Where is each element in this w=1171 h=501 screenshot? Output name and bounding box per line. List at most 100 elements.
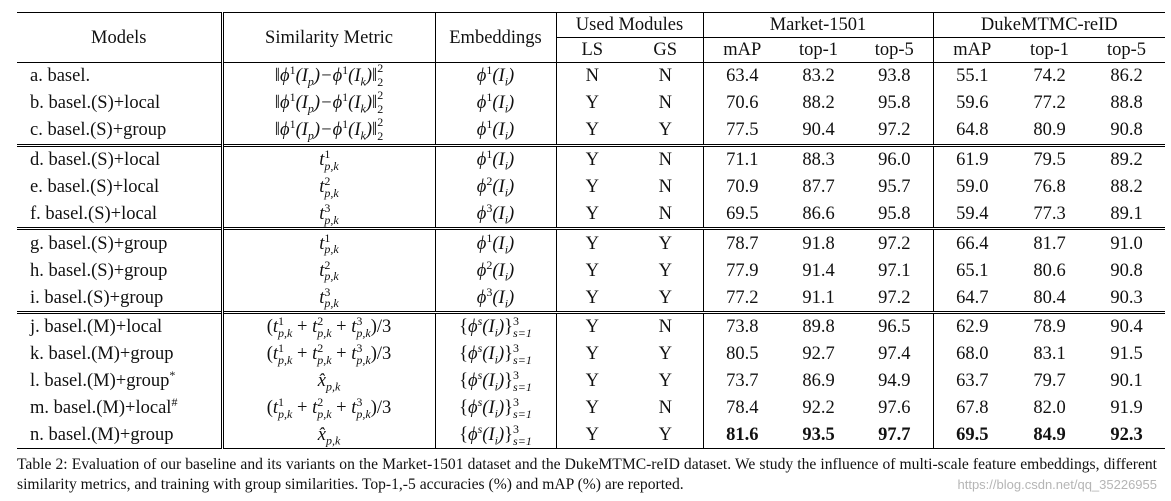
cell-market-top1: 92.2: [802, 398, 835, 419]
header-models: Models: [17, 12, 224, 63]
cell-model: d. basel.(S)+local: [17, 143, 224, 174]
cell-similarity-metric: (t1p,k + t2p,k + t3p,k)/3: [266, 394, 392, 421]
cell-similarity-metric: ‖ϕ1(Ip)−ϕ1(Ik)‖22: [274, 89, 384, 117]
cell-duke-top5: 86.2: [1110, 66, 1143, 87]
cell-similarity-metric: x̂p,k: [317, 371, 341, 394]
cell-model: h. basel.(S)+group: [17, 257, 224, 285]
cell-ls: Y: [555, 340, 628, 368]
cell-duke-top1: 79.5: [1011, 143, 1088, 174]
cell-gs: Y: [658, 371, 672, 392]
cell-duke-map: 64.8: [932, 116, 1011, 146]
cell-ls: Y: [555, 227, 628, 258]
cell-gs: Y: [658, 287, 672, 308]
table-row: i. basel.(S)+group t3p,k ϕ3(Ii) Y Y 77.2 91.1 9…: [17, 284, 1165, 313]
cell-embeddings: {ϕs(Ii)}3s=1: [434, 421, 556, 450]
cell-gs: Y: [628, 421, 703, 450]
cell-market-top1: 86.6: [802, 203, 835, 224]
cell-duke-map: 69.5: [932, 421, 1011, 450]
cell-duke-top5: 89.2: [1088, 143, 1166, 174]
cell-embeddings: ϕ2(Ii): [434, 173, 556, 201]
cell-similarity-metric: t1p,k: [222, 227, 435, 258]
cell-gs: Y: [658, 120, 672, 141]
cell-duke-top1: 77.2: [1033, 93, 1066, 114]
table-row: d. basel.(S)+local t1p,k ϕ1(Ii) Y N 71.1 88.3 9…: [17, 143, 1166, 174]
cell-gs: N: [658, 93, 672, 114]
cell-duke-map: 59.4: [932, 200, 1011, 229]
header-duke-top5: top-5: [1088, 37, 1166, 63]
cell-duke-top5: 91.0: [1088, 227, 1166, 258]
cell-ls: Y: [555, 116, 628, 146]
header-ls: LS: [555, 37, 628, 63]
cell-similarity-metric: t2p,k: [319, 257, 339, 284]
cell-duke-top1: 83.1: [1033, 344, 1066, 365]
cell-ls: N: [555, 62, 628, 90]
cell-market-map: 77.9: [702, 257, 781, 285]
cell-duke-top1: 79.7: [1033, 371, 1066, 392]
cell-ls: Y: [555, 367, 628, 395]
watermark: https://blog.csdn.net/qq_35226955: [957, 477, 1158, 492]
cell-gs: N: [658, 203, 672, 224]
cell-embeddings: ϕ1(Ii): [434, 89, 556, 117]
cell-market-map: 63.4: [702, 62, 781, 90]
cell-embeddings: ϕ1(Ii): [434, 227, 556, 258]
header-similarity-metric: Similarity Metric: [222, 12, 435, 63]
cell-duke-top5: 92.3: [1088, 421, 1166, 450]
cell-market-top5: 94.9: [878, 371, 911, 392]
cell-duke-top5: 88.2: [1110, 177, 1143, 197]
cell-ls: Y: [555, 257, 628, 285]
cell-market-top5: 95.8: [878, 93, 911, 114]
cell-duke-top5: 90.1: [1110, 371, 1143, 392]
cell-ls: Y: [555, 310, 628, 341]
cell-embeddings: ϕ1(Ii): [434, 143, 556, 174]
cell-duke-map: 61.9: [932, 143, 1011, 174]
header-embeddings: Embeddings: [434, 12, 556, 63]
cell-gs: N: [628, 143, 703, 174]
cell-market-top5: 97.2: [878, 287, 911, 308]
cell-gs: N: [658, 66, 672, 87]
cell-market-top1: 83.2: [802, 66, 835, 87]
cell-market-top5: 97.6: [878, 398, 911, 419]
cell-market-top1: 86.9: [802, 371, 835, 392]
cell-model: g. basel.(S)+group: [17, 227, 224, 258]
cell-market-top5: 93.8: [878, 66, 911, 87]
header-duke-map: mAP: [932, 37, 1011, 63]
cell-market-top5: 96.0: [856, 143, 933, 174]
cell-market-top5: 97.2: [856, 227, 933, 258]
cell-market-top1: 91.8: [781, 227, 856, 258]
cell-duke-top5: 89.1: [1110, 203, 1143, 224]
cell-duke-top1: 77.3: [1033, 203, 1066, 224]
cell-duke-top1: 82.0: [1033, 398, 1066, 419]
cell-duke-map: 62.9: [932, 310, 1011, 341]
cell-market-top1: 92.7: [802, 344, 835, 365]
results-table-container: Models Similarity Metric Embeddings Used…: [17, 12, 1166, 450]
cell-embeddings: {ϕs(Ii)}3s=1: [434, 394, 556, 422]
cell-market-top1: 89.8: [781, 310, 856, 341]
cell-market-map: 71.1: [702, 143, 781, 174]
table-row: c. basel.(S)+group ‖ϕ1(Ip)−ϕ1(Ik)‖22 ϕ1(Ii…: [17, 116, 1165, 146]
cell-model: m. basel.(M)+local#: [17, 394, 224, 422]
cell-market-map: 70.6: [702, 89, 781, 117]
cell-market-map: 77.2: [702, 284, 781, 313]
cell-duke-top1: 74.2: [1033, 66, 1066, 87]
cell-market-top5: 97.7: [856, 421, 933, 450]
table-row: m. basel.(M)+local# (t1p,k + t2p,k + t3p,…: [17, 394, 1165, 422]
cell-duke-map: 67.8: [932, 394, 1011, 422]
table-row: l. basel.(M)+group* x̂p,k {ϕs(Ii)}3s=1 Y Y 73…: [17, 367, 1165, 395]
cell-duke-map: 63.7: [932, 367, 1011, 395]
cell-model: a. basel.: [17, 62, 224, 90]
cell-market-map: 81.6: [702, 421, 781, 450]
cell-embeddings: ϕ1(Ii): [434, 116, 556, 146]
cell-ls: Y: [555, 173, 628, 201]
cell-market-map: 77.5: [702, 116, 781, 146]
cell-duke-top5: 91.5: [1110, 344, 1143, 365]
cell-similarity-metric: t3p,k: [319, 200, 339, 227]
cell-duke-top5: 90.3: [1110, 287, 1143, 308]
cell-market-top1: 90.4: [802, 120, 835, 141]
cell-ls: Y: [555, 143, 628, 174]
table-row: k. basel.(M)+group (t1p,k + t2p,k + t3p,k…: [17, 340, 1165, 368]
cell-market-map: 78.7: [702, 227, 781, 258]
header-market: Market-1501: [702, 12, 933, 38]
cell-embeddings: ϕ3(Ii): [434, 284, 556, 313]
cell-embeddings: {ϕs(Ii)}3s=1: [434, 367, 556, 395]
cell-similarity-metric: ‖ϕ1(Ip)−ϕ1(Ik)‖22: [274, 116, 384, 143]
